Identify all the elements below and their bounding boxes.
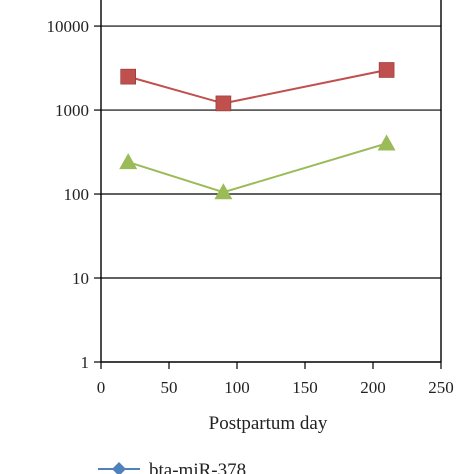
series-triangle: [119, 134, 396, 200]
data-point-square: [120, 68, 136, 85]
x-axis-label: Postpartum day: [209, 413, 328, 434]
legend: bta-miR-378: [98, 460, 246, 474]
legend-marker-diamond: [112, 462, 126, 474]
x-tick-label: 50: [161, 378, 178, 397]
series-group: [119, 62, 396, 200]
data-point-square: [215, 95, 232, 112]
y-tick-label: 1000: [55, 101, 89, 120]
x-tick-labels: 0 50 100 150 200 250: [97, 378, 454, 397]
x-tick-label: 100: [224, 378, 250, 397]
y-tick-label: 100: [64, 185, 90, 204]
legend-label: bta-miR-378: [149, 460, 246, 474]
y-tick-labels: 1 10 100 1000 10000: [47, 17, 90, 372]
y-tick-label: 1: [81, 353, 90, 372]
x-tick-label: 250: [428, 378, 454, 397]
gridlines: [101, 25, 441, 279]
x-tick-label: 200: [360, 378, 386, 397]
tick-marks: [94, 25, 442, 369]
y-tick-label: 10000: [47, 17, 90, 36]
axes: [100, 0, 442, 363]
data-point-triangle: [214, 183, 233, 200]
y-tick-label: 10: [72, 269, 89, 288]
data-point-square: [378, 62, 395, 78]
series-square: [120, 62, 395, 112]
data-point-triangle: [119, 153, 138, 170]
x-tick-label: 150: [292, 378, 318, 397]
x-tick-label: 0: [97, 378, 106, 397]
data-point-triangle: [377, 134, 396, 151]
